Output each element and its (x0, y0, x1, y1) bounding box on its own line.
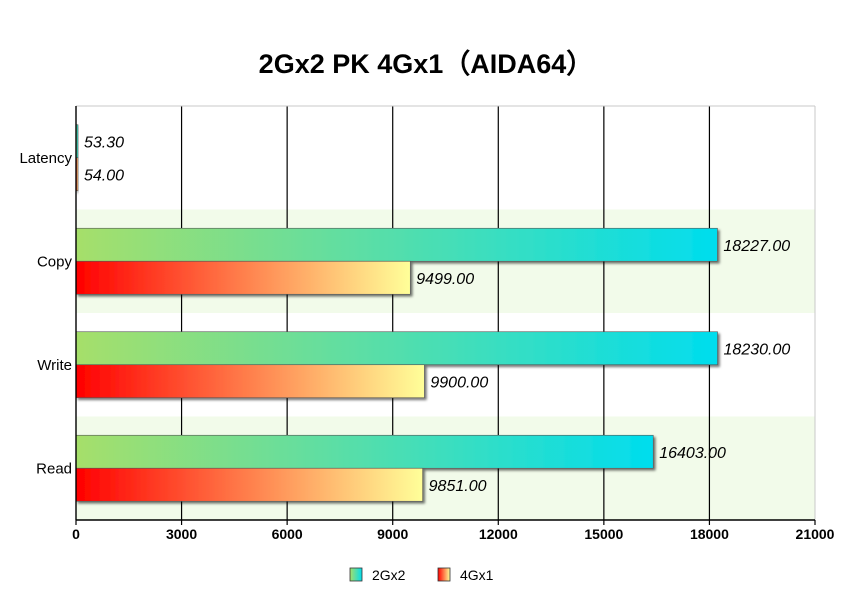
x-tick-label-18000: 18000 (690, 526, 729, 542)
legend-swatch-2gx2 (349, 567, 363, 582)
bar-read-4gx1 (75, 467, 423, 502)
x-tick-label-21000: 21000 (796, 526, 835, 542)
chart-title: 2Gx2 PK 4Gx1（AIDA64） (259, 49, 594, 79)
bar-copy-4gx1 (75, 260, 411, 295)
x-tick-label-9000: 9000 (377, 526, 408, 542)
legend-label-4gx1: 4Gx1 (460, 567, 494, 583)
x-tick-label-12000: 12000 (479, 526, 518, 542)
legend-swatch-4gx1 (437, 567, 451, 582)
data-label-write-2gx2: 18230.00 (724, 341, 791, 358)
bar-write-4gx1 (75, 364, 425, 399)
data-label-read-2gx2: 16403.00 (659, 445, 726, 462)
data-label-write-4gx1: 9900.00 (430, 374, 488, 391)
data-label-latency-2gx2: 53.30 (84, 134, 124, 151)
bar-copy-2gx2 (75, 227, 718, 262)
x-tick-label-15000: 15000 (584, 526, 623, 542)
category-label-read: Read (36, 460, 72, 477)
x-tick-label-6000: 6000 (272, 526, 303, 542)
category-label-write: Write (37, 357, 72, 374)
data-label-read-4gx1: 9851.00 (429, 478, 487, 495)
data-label-latency-4gx1: 54.00 (84, 167, 124, 184)
legend-label-2gx2: 2Gx2 (372, 567, 406, 583)
x-tick-label-3000: 3000 (166, 526, 197, 542)
data-label-copy-4gx1: 9499.00 (416, 271, 474, 288)
data-label-copy-2gx2: 18227.00 (723, 238, 790, 255)
x-tick-label-0: 0 (72, 526, 80, 542)
bar-write-2gx2 (75, 331, 718, 366)
category-label-copy: Copy (37, 253, 73, 270)
category-label-latency: Latency (19, 150, 72, 167)
bar-read-2gx2 (75, 434, 654, 469)
